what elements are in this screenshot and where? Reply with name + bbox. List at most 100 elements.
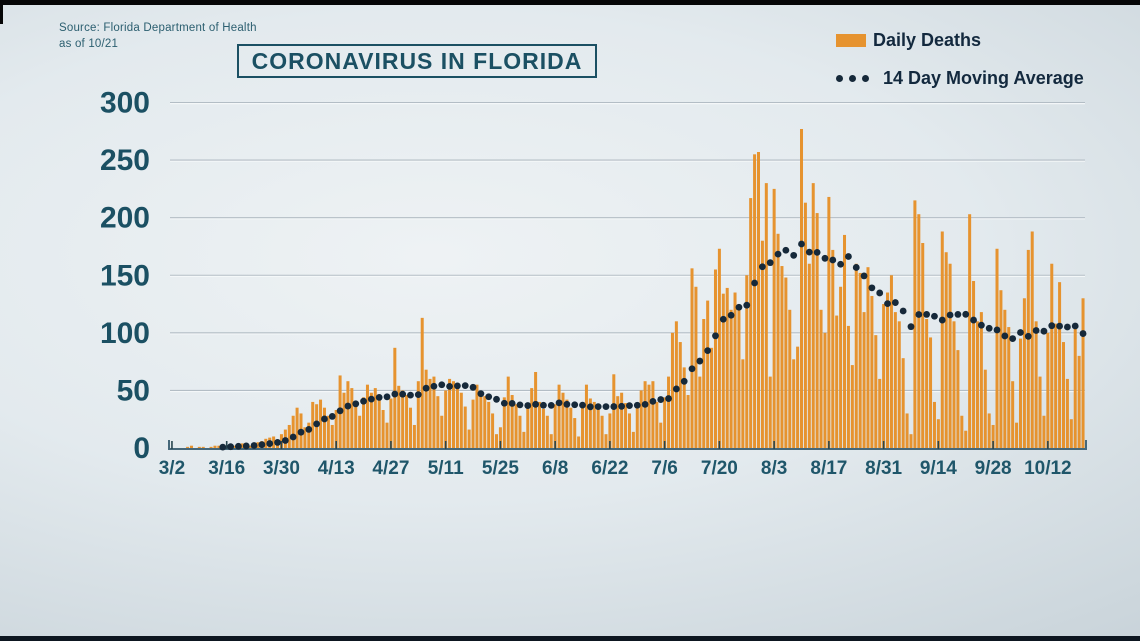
daily-deaths-bar bbox=[303, 427, 307, 448]
daily-deaths-bar bbox=[706, 300, 710, 448]
moving-average-dot bbox=[719, 315, 727, 323]
moving-average-dot bbox=[297, 428, 305, 436]
left-edge-bar bbox=[0, 0, 3, 24]
daily-deaths-bar bbox=[745, 275, 749, 448]
daily-deaths-bar bbox=[495, 434, 499, 448]
daily-deaths-bar bbox=[616, 396, 620, 448]
moving-average-dot bbox=[852, 264, 860, 271]
daily-deaths-bar bbox=[710, 347, 714, 448]
daily-deaths-bar bbox=[448, 378, 452, 448]
daily-deaths-bar bbox=[412, 424, 416, 448]
chart-title: CORONAVIRUS IN FLORIDA bbox=[251, 47, 583, 74]
daily-deaths-bar bbox=[436, 396, 440, 448]
daily-deaths-bar bbox=[190, 445, 194, 448]
daily-deaths-bar bbox=[733, 292, 737, 448]
daily-deaths-bar bbox=[788, 309, 792, 448]
daily-deaths-bar bbox=[475, 384, 479, 448]
legend-moving-average-row: 14 Day Moving Average bbox=[836, 65, 1084, 91]
daily-deaths-bar bbox=[721, 293, 725, 448]
y-axis-label: 200 bbox=[100, 202, 150, 235]
daily-deaths-bar bbox=[577, 436, 581, 448]
daily-deaths-bar bbox=[1058, 282, 1062, 448]
moving-average-dot bbox=[790, 251, 798, 259]
daily-deaths-bar bbox=[1011, 381, 1015, 448]
daily-deaths-bar bbox=[866, 267, 870, 448]
daily-deaths-bar bbox=[1077, 355, 1081, 448]
moving-average-dot bbox=[493, 395, 500, 403]
daily-deaths-bar bbox=[956, 350, 960, 448]
daily-deaths-bar bbox=[725, 287, 729, 448]
daily-deaths-bar bbox=[1073, 328, 1077, 448]
moving-average-dot bbox=[845, 253, 852, 260]
daily-deaths-bar bbox=[702, 319, 706, 448]
daily-deaths-bar bbox=[635, 406, 639, 448]
x-axis-label: 9/28 bbox=[975, 458, 1012, 479]
moving-average-dot bbox=[477, 390, 485, 398]
daily-deaths-bar bbox=[256, 442, 260, 448]
daily-deaths-bar bbox=[373, 388, 377, 448]
daily-deaths-bar bbox=[428, 378, 432, 448]
daily-deaths-bar bbox=[217, 445, 221, 448]
moving-average-dot bbox=[766, 259, 774, 267]
daily-deaths-bar bbox=[538, 401, 542, 448]
moving-average-dot bbox=[837, 260, 845, 268]
moving-average-dot bbox=[258, 441, 266, 449]
moving-average-dot bbox=[446, 382, 453, 390]
moving-average-dot bbox=[633, 401, 641, 409]
daily-deaths-bar bbox=[964, 430, 968, 448]
moving-average-dot bbox=[321, 415, 328, 423]
daily-deaths-bar bbox=[975, 321, 979, 448]
daily-deaths-bar bbox=[936, 419, 940, 448]
moving-average-dot bbox=[266, 440, 274, 447]
moving-average-dot bbox=[907, 323, 915, 331]
daily-deaths-bar bbox=[342, 392, 346, 448]
top-edge-bar bbox=[0, 0, 1140, 5]
daily-deaths-bar bbox=[651, 381, 655, 448]
daily-deaths-bar bbox=[800, 128, 804, 449]
moving-average-dot bbox=[680, 377, 688, 385]
daily-deaths-bar bbox=[620, 392, 624, 448]
daily-deaths-bar bbox=[467, 429, 471, 448]
daily-deaths-bar bbox=[209, 446, 213, 448]
daily-deaths-bar bbox=[440, 415, 444, 448]
daily-deaths-bar bbox=[1007, 327, 1011, 448]
daily-deaths-bar bbox=[1061, 342, 1065, 448]
moving-average-dot bbox=[860, 272, 868, 280]
daily-deaths-bar bbox=[921, 243, 925, 448]
daily-deaths-bar bbox=[451, 381, 455, 448]
daily-deaths-bar bbox=[999, 290, 1003, 448]
daily-deaths-bar bbox=[573, 418, 577, 448]
daily-deaths-bar bbox=[1015, 422, 1019, 448]
moving-average-dot bbox=[344, 402, 352, 410]
moving-average-dot bbox=[281, 437, 289, 444]
moving-average-dot bbox=[884, 300, 891, 308]
moving-average-dot bbox=[962, 310, 970, 318]
daily-deaths-bar bbox=[717, 248, 721, 448]
moving-average-dot bbox=[579, 401, 586, 409]
daily-deaths-bar bbox=[803, 202, 807, 448]
moving-average-dot bbox=[985, 324, 993, 332]
moving-average-dot bbox=[641, 401, 649, 408]
daily-deaths-bar bbox=[1003, 309, 1007, 448]
daily-deaths-bar bbox=[471, 399, 475, 448]
moving-average-dot bbox=[1056, 322, 1063, 330]
daily-deaths-bar bbox=[678, 342, 682, 448]
daily-deaths-bar bbox=[878, 378, 882, 448]
daily-deaths-bar bbox=[897, 321, 901, 448]
daily-deaths-bar bbox=[1042, 415, 1046, 448]
daily-deaths-bar bbox=[381, 410, 385, 448]
y-axis-label: 0 bbox=[133, 432, 150, 465]
moving-average-dot bbox=[672, 385, 680, 393]
daily-deaths-bar bbox=[350, 388, 354, 448]
moving-average-dot bbox=[1009, 335, 1017, 342]
daily-deaths-bar bbox=[1034, 321, 1038, 448]
daily-deaths-bar bbox=[186, 446, 190, 448]
moving-average-dot bbox=[391, 390, 399, 398]
daily-deaths-swatch-icon bbox=[836, 33, 866, 47]
daily-deaths-bar bbox=[264, 438, 268, 448]
moving-average-dot bbox=[532, 400, 540, 408]
moving-average-dot bbox=[407, 391, 414, 399]
x-axis-label: 8/17 bbox=[810, 458, 847, 479]
